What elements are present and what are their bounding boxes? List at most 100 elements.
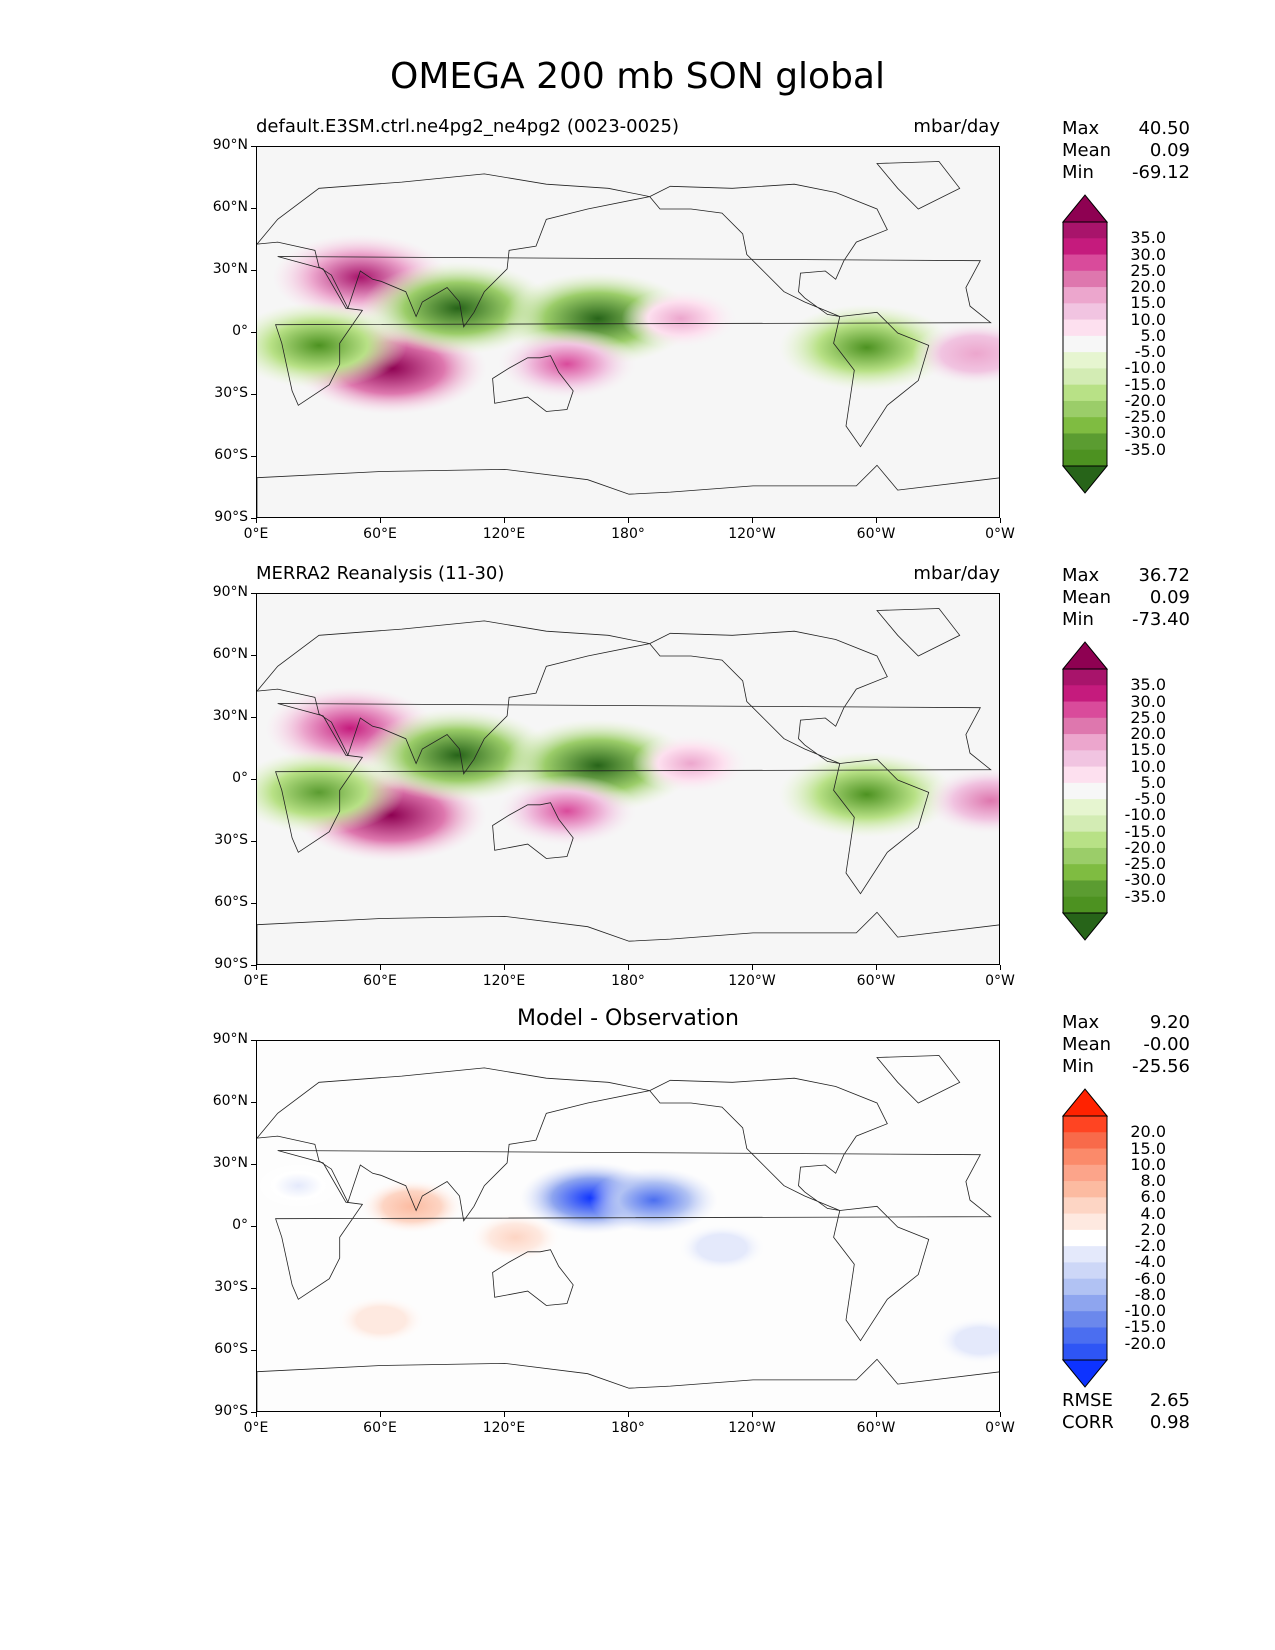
coastline <box>649 183 888 317</box>
colorbar-tick-label: 6.0 <box>1140 1187 1166 1207</box>
coastline <box>492 355 574 412</box>
colorbar-tick-label: -10.0 <box>1124 805 1166 825</box>
colorbar-tick-label: 8.0 <box>1140 1171 1166 1191</box>
lon-tick <box>380 518 381 523</box>
colorbar-tick-label: 35.0 <box>1130 228 1166 248</box>
lat-tick <box>251 456 256 457</box>
lon-tick <box>1000 965 1001 970</box>
lat-tick <box>251 841 256 842</box>
lon-tick <box>752 1412 753 1417</box>
field-anomaly <box>589 1167 718 1233</box>
coastline <box>257 1358 999 1411</box>
lon-tick <box>628 1412 629 1417</box>
lon-label: 120°E <box>482 973 526 989</box>
colorbar-tick-label: -25.0 <box>1124 854 1166 874</box>
lat-tick <box>251 593 256 594</box>
lon-tick <box>256 518 257 523</box>
lat-label: 0° <box>232 770 248 786</box>
lat-label: 0° <box>232 323 248 339</box>
stat-row: Max 36.72 <box>1062 565 1190 586</box>
lat-label: 30°S <box>214 832 248 848</box>
field-anomaly <box>495 328 639 400</box>
lat-label: 0° <box>232 1217 248 1233</box>
coastline <box>833 758 930 895</box>
coastline <box>257 911 999 964</box>
lat-tick <box>251 717 256 718</box>
lat-tick <box>251 332 256 333</box>
lon-label: 120°E <box>482 526 526 542</box>
obs-map <box>256 593 1000 965</box>
lon-label: 0°W <box>985 973 1015 989</box>
coastline <box>257 173 650 328</box>
colorbar-tick-label: -2.0 <box>1134 1236 1166 1256</box>
colorbar-tick-label: -35.0 <box>1124 886 1166 906</box>
colorbar-tick-label: -20.0 <box>1124 1333 1166 1353</box>
colorbar-tick-label: 10.0 <box>1130 309 1166 329</box>
lon-label: 120°W <box>728 973 776 989</box>
lon-tick <box>380 1412 381 1417</box>
lat-tick <box>251 1288 256 1289</box>
colorbar-tick-label: 25.0 <box>1130 260 1166 280</box>
panel-units: mbar/day <box>913 563 1000 584</box>
colorbar-tick-label: -4.0 <box>1134 1252 1166 1272</box>
lat-tick <box>251 146 256 147</box>
lat-tick <box>251 1226 256 1227</box>
panel-stats: Max 9.20 Mean -0.00 Min -25.56 <box>1062 1012 1190 1078</box>
stat-row: Min -25.56 <box>1062 1056 1190 1077</box>
panel-extra-stats: RMSE 2.65 CORR 0.98 <box>1062 1390 1190 1434</box>
colorbar-tick-label: 2.0 <box>1140 1219 1166 1239</box>
field-anomaly <box>359 1178 465 1234</box>
lat-label: 60°S <box>214 447 248 463</box>
lon-tick <box>504 518 505 523</box>
lat-label: 60°N <box>212 1093 248 1109</box>
lat-label: 90°N <box>212 584 248 600</box>
colorbar-tick-label: -10.0 <box>1124 358 1166 378</box>
lon-label: 0°E <box>243 973 269 989</box>
field-anomaly <box>631 733 751 794</box>
figure-title: OMEGA 200 mb SON global <box>390 56 885 97</box>
coastline <box>833 311 930 448</box>
lat-tick <box>251 1412 256 1413</box>
coastline <box>833 1205 930 1342</box>
lon-label: 60°E <box>363 526 397 542</box>
colorbar-tick-label: -30.0 <box>1124 870 1166 890</box>
colorbar-tick-label: 15.0 <box>1130 1138 1166 1158</box>
lon-tick <box>876 1412 877 1417</box>
colorbar-tick-label: 5.0 <box>1140 772 1166 792</box>
field-anomaly <box>468 1212 562 1263</box>
stat-row: Mean 0.09 <box>1062 587 1190 608</box>
colorbar-tick-label: 15.0 <box>1130 293 1166 313</box>
panel-title-left: default.E3SM.ctrl.ne4pg2_ne4pg2 (0023-00… <box>256 116 679 137</box>
coastline <box>257 464 999 517</box>
field-anomaly <box>778 751 955 838</box>
lat-label: 60°S <box>214 894 248 910</box>
lat-tick <box>251 1102 256 1103</box>
lat-label: 60°S <box>214 1341 248 1357</box>
colorbar-tick-label: 30.0 <box>1130 691 1166 711</box>
model-map <box>256 146 1000 518</box>
lon-tick <box>1000 518 1001 523</box>
panel-units: mbar/day <box>913 116 1000 137</box>
colorbar-tick-label: -5.0 <box>1134 342 1166 362</box>
field-anomaly <box>912 321 999 387</box>
coastline <box>649 630 888 764</box>
coastline <box>649 1077 888 1211</box>
lon-label: 120°E <box>482 1420 526 1436</box>
lon-tick <box>752 518 753 523</box>
lat-label: 30°N <box>212 1155 248 1171</box>
lon-label: 60°E <box>363 1420 397 1436</box>
lon-label: 60°W <box>856 1420 896 1436</box>
lon-label: 60°E <box>363 973 397 989</box>
lon-tick <box>1000 1412 1001 1417</box>
colorbar-tick-label: -20.0 <box>1124 837 1166 857</box>
lat-label: 30°S <box>214 1279 248 1295</box>
colorbar <box>1062 641 1108 941</box>
colorbar <box>1062 194 1108 494</box>
lat-label: 90°S <box>214 1403 248 1419</box>
lat-label: 90°N <box>212 137 248 153</box>
lon-label: 120°W <box>728 526 776 542</box>
colorbar-tick-label: 10.0 <box>1130 1154 1166 1174</box>
lat-tick <box>251 1350 256 1351</box>
lat-tick <box>251 394 256 395</box>
stat-row: CORR 0.98 <box>1062 1412 1190 1433</box>
